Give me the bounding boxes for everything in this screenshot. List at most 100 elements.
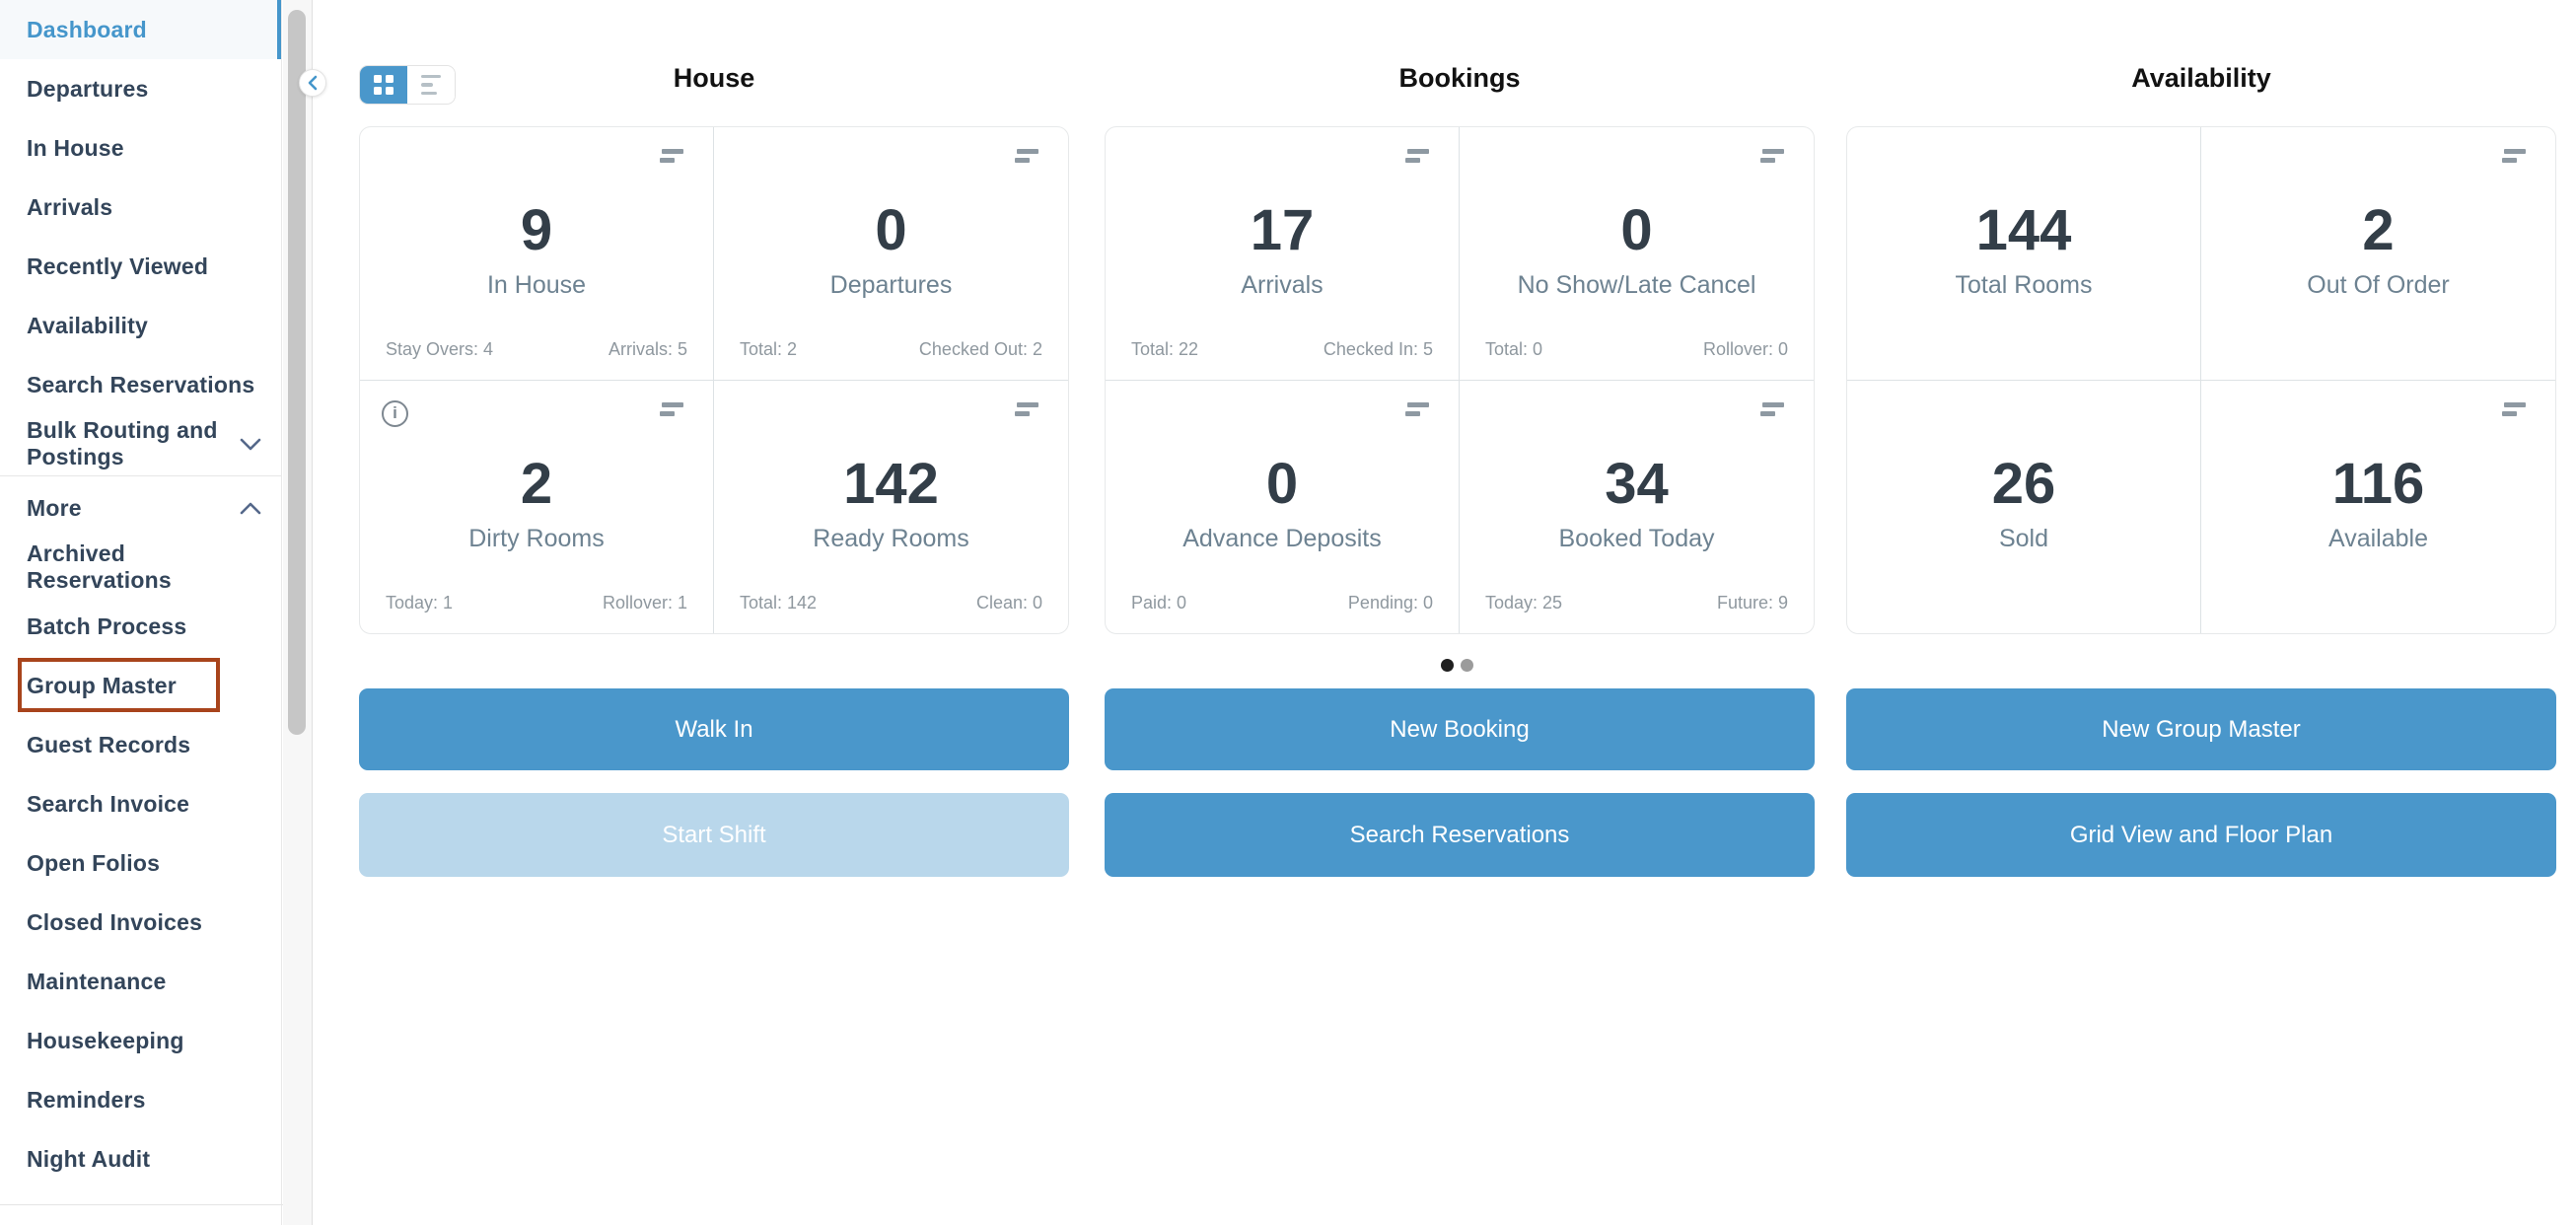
- sidebar-item-more[interactable]: More: [0, 478, 281, 538]
- sidebar-item-night-audit[interactable]: Night Audit: [0, 1129, 281, 1189]
- sidebar-scrollbar-thumb[interactable]: [288, 10, 306, 735]
- menu-bars-icon[interactable]: [1015, 149, 1038, 163]
- bookings-card-grid: 17 Arrivals Total: 22 Checked In: 5 0 No …: [1105, 126, 1815, 634]
- card-total-rooms[interactable]: 144 Total Rooms: [1847, 127, 2201, 381]
- card-value: 26: [1991, 451, 2056, 516]
- sidebar-item-guest-records[interactable]: Guest Records: [0, 715, 281, 774]
- sidebar-item-group-master[interactable]: Group Master: [0, 656, 281, 715]
- sidebar-item-recently-viewed[interactable]: Recently Viewed: [0, 237, 281, 296]
- card-label: Sold: [1998, 524, 2049, 552]
- menu-bars-icon[interactable]: [1405, 149, 1429, 163]
- sidebar-item-housekeeping[interactable]: Housekeeping: [0, 1011, 281, 1070]
- sidebar-item-reminders[interactable]: Reminders: [0, 1070, 281, 1129]
- card-available[interactable]: 116 Available: [2201, 381, 2555, 634]
- card-booked-today[interactable]: 34 Booked Today Today: 25 Future: 9: [1460, 381, 1814, 634]
- card-dirty-rooms[interactable]: i 2 Dirty Rooms Today: 1 Rollover: 1: [360, 380, 714, 633]
- sidebar-item-arrivals[interactable]: Arrivals: [0, 178, 281, 237]
- card-label: Arrivals: [1241, 271, 1324, 299]
- menu-bars-icon[interactable]: [660, 149, 683, 163]
- menu-bars-icon[interactable]: [1405, 401, 1429, 416]
- sidebar-item-label: Search Reservations: [27, 371, 255, 397]
- card-departures[interactable]: 0 Departures Total: 2 Checked Out: 2: [714, 127, 1068, 381]
- sidebar-item-label: Departures: [27, 75, 149, 102]
- card-footer-right: Rollover: 0: [1702, 338, 1788, 359]
- sidebar-item-dashboard[interactable]: Dashboard: [0, 0, 281, 59]
- menu-bars-icon[interactable]: [660, 401, 683, 416]
- sidebar-item-availability[interactable]: Availability: [0, 296, 281, 355]
- card-arrivals[interactable]: 17 Arrivals Total: 22 Checked In: 5: [1106, 127, 1460, 381]
- card-footer-left: Total: 0: [1485, 338, 1543, 359]
- sidebar-item-label: Bulk Routing and Postings: [27, 417, 218, 469]
- sidebar-scrollbar-track: [283, 0, 313, 1225]
- card-footer-right: Pending: 0: [1347, 593, 1433, 612]
- section-title-bookings: Bookings: [1398, 63, 1521, 93]
- sidebar-nav: Dashboard Departures In House Arrivals R…: [0, 0, 282, 1225]
- card-value: 0: [1265, 451, 1299, 516]
- sidebar-item-label: More: [27, 494, 82, 521]
- grid-view-icon: [374, 75, 394, 95]
- sidebar-item-label: Open Folios: [27, 849, 161, 876]
- list-view-button[interactable]: [407, 66, 455, 104]
- card-value: 144: [1975, 198, 2072, 262]
- card-footer-left: Total: 142: [740, 593, 818, 612]
- card-footer-left: Total: 22: [1131, 338, 1199, 359]
- chevron-down-icon: [240, 438, 261, 450]
- sidebar-item-archived-reservations[interactable]: Archived Reservations: [0, 538, 281, 597]
- sidebar-item-search-invoice[interactable]: Search Invoice: [0, 774, 281, 833]
- section-title-house: House: [673, 63, 755, 93]
- sidebar-item-batch-process[interactable]: Batch Process: [0, 597, 281, 656]
- card-footer-left: Today: 25: [1485, 593, 1563, 612]
- sidebar-item-label: Archived Reservations: [27, 540, 172, 593]
- walk-in-button[interactable]: Walk In: [359, 688, 1069, 770]
- new-group-master-button[interactable]: New Group Master: [1846, 688, 2556, 770]
- card-no-show-late-cancel[interactable]: 0 No Show/Late Cancel Total: 0 Rollover: …: [1460, 127, 1814, 381]
- card-footer-right: Checked Out: 2: [918, 338, 1042, 359]
- card-value: 0: [1620, 198, 1653, 262]
- info-icon[interactable]: i: [382, 399, 408, 427]
- sidebar-item-open-folios[interactable]: Open Folios: [0, 833, 281, 893]
- card-footer-right: Rollover: 1: [602, 593, 687, 612]
- card-label: Ready Rooms: [813, 524, 969, 552]
- card-ready-rooms[interactable]: 142 Ready Rooms Total: 142 Clean: 0: [714, 381, 1068, 634]
- card-footer-left: Total: 2: [740, 338, 798, 359]
- card-out-of-order[interactable]: 2 Out Of Order: [2201, 127, 2555, 381]
- menu-bars-icon[interactable]: [1015, 401, 1038, 416]
- card-sold[interactable]: 26 Sold: [1847, 380, 2201, 633]
- sidebar-item-closed-invoices[interactable]: Closed Invoices: [0, 893, 281, 952]
- card-label: Booked Today: [1558, 524, 1715, 552]
- carousel-dot-1[interactable]: [1440, 659, 1454, 672]
- search-reservations-button[interactable]: Search Reservations: [1105, 793, 1815, 877]
- sidebar-item-in-house[interactable]: In House: [0, 118, 281, 178]
- sidebar-item-bulk-routing-and-postings[interactable]: Bulk Routing and Postings: [0, 414, 281, 473]
- sidebar-item-departures[interactable]: Departures: [0, 59, 281, 118]
- carousel-dot-2[interactable]: [1460, 659, 1473, 672]
- card-footer-right: Clean: 0: [975, 593, 1042, 612]
- carousel-pagination: [359, 659, 2554, 672]
- sidebar-item-label: Arrivals: [27, 193, 113, 220]
- chevron-left-icon: [308, 75, 318, 91]
- start-shift-button[interactable]: Start Shift: [359, 793, 1069, 877]
- card-in-house[interactable]: 9 In House Stay Overs: 4 Arrivals: 5: [360, 127, 714, 381]
- grid-view-button[interactable]: [360, 66, 407, 104]
- card-footer-right: Future: 9: [1716, 593, 1788, 612]
- sidebar-bottom-divider: [0, 1204, 283, 1205]
- sidebar-item-search-reservations[interactable]: Search Reservations: [0, 355, 281, 414]
- card-label: Available: [2327, 524, 2428, 552]
- sidebar-item-label: Guest Records: [27, 731, 191, 757]
- card-advance-deposits[interactable]: 0 Advance Deposits Paid: 0 Pending: 0: [1106, 380, 1460, 633]
- card-value: 9: [520, 198, 553, 262]
- grid-view-floor-plan-button[interactable]: Grid View and Floor Plan: [1846, 793, 2556, 877]
- card-footer-left: Today: 1: [386, 593, 454, 612]
- sidebar-item-maintenance[interactable]: Maintenance: [0, 952, 281, 1011]
- card-footer-right: Arrivals: 5: [608, 338, 687, 359]
- menu-bars-icon[interactable]: [1760, 149, 1784, 163]
- sidebar-item-label: Maintenance: [27, 968, 167, 994]
- new-booking-button[interactable]: New Booking: [1105, 688, 1815, 770]
- sidebar-collapse-button[interactable]: [299, 69, 326, 97]
- menu-bars-icon[interactable]: [2502, 149, 2526, 163]
- card-value: 142: [843, 451, 939, 516]
- menu-bars-icon[interactable]: [2502, 401, 2526, 416]
- sidebar-item-label: Search Invoice: [27, 790, 190, 817]
- menu-bars-icon[interactable]: [1760, 401, 1784, 416]
